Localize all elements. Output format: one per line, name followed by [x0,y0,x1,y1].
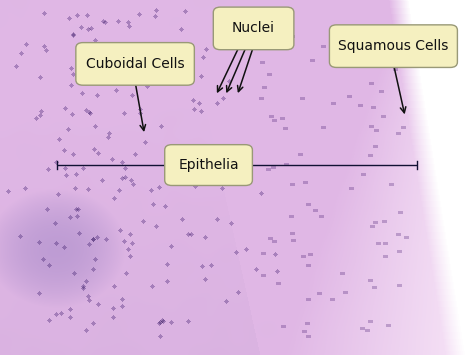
FancyBboxPatch shape [329,25,457,67]
FancyBboxPatch shape [76,43,194,85]
Text: Nuclei: Nuclei [232,21,275,36]
FancyBboxPatch shape [213,7,294,50]
FancyBboxPatch shape [164,145,252,185]
Text: Squamous Cells: Squamous Cells [338,39,448,53]
Text: Cuboidal Cells: Cuboidal Cells [86,57,184,71]
FancyBboxPatch shape [169,148,247,182]
Text: Epithelia: Epithelia [178,158,239,172]
